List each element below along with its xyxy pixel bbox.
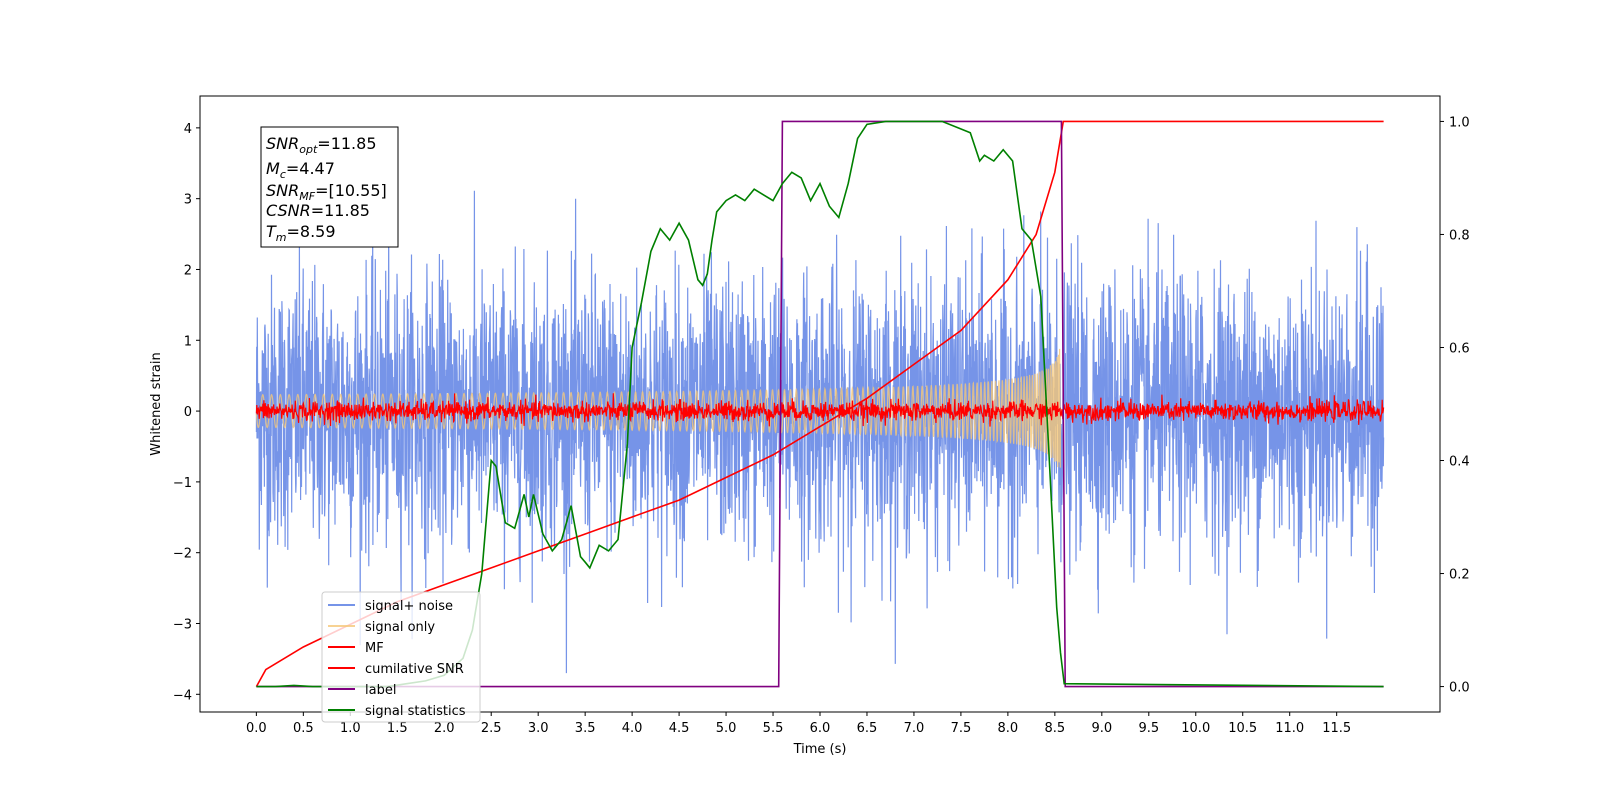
x-tick-label: 0.0 [246,721,267,736]
x-tick-label: 11.0 [1275,721,1304,736]
x-tick-label: 10.5 [1228,721,1257,736]
info-box-frame [260,126,399,248]
x-tick-label: 10.0 [1181,721,1210,736]
y2-tick-label: 0.0 [1449,681,1470,696]
x-tick-label: 1.0 [340,721,361,736]
x-tick-label: 4.0 [622,721,643,736]
legend-label: signal+ noise [365,599,453,614]
y2-tick-label: 1.0 [1449,115,1470,130]
x-tick-label: 9.5 [1138,721,1159,736]
y-tick-label: −3 [173,617,192,632]
y-tick-label: 0 [184,405,192,420]
x-tick-label: 2.5 [481,721,502,736]
x-tick-label: 3.5 [575,721,596,736]
ticks-layer: 0.0 0.5 1.0 1.5 2.0 2.5 3.0 3.5 4.0 4.5 5.0 5.5 6.0 6… [173,115,1470,736]
x-tick-label: 6.0 [810,721,831,736]
info-line-csnr: CSNR=11.85 [266,201,370,220]
x-tick-label: 3.0 [528,721,549,736]
info-box: SNRopt=11.85 Mc=4.47 SNRMF=[10.55] CSNR=… [260,126,399,248]
y-tick-label: −2 [173,547,192,562]
x-tick-label: 9.0 [1091,721,1112,736]
series-signal-only [255,348,1064,468]
info-line-snr-opt: SNRopt=11.85 [266,134,377,156]
y-tick-label: 2 [184,263,192,278]
y2-tick-label: 0.4 [1449,455,1470,470]
y2-tick-label: 0.6 [1449,341,1470,356]
info-line-snr-mf: SNRMF=[10.55] [266,181,387,203]
x-tick-label: 0.5 [293,721,314,736]
x-axis-label: Time (s) [793,742,847,757]
series-signal-noise [255,190,1385,674]
legend-label: signal statistics [365,704,466,719]
y-axis-label: Whitened strain [149,352,164,455]
x-tick-label: 2.0 [434,721,455,736]
x-tick-label: 8.0 [998,721,1019,736]
legend-label: signal only [365,620,435,635]
x-tick-label: 4.5 [669,721,690,736]
y-tick-label: 3 [184,193,192,208]
info-line-tm: Tm=8.59 [266,222,336,244]
series-mf [255,393,1385,427]
x-tick-label: 5.0 [716,721,737,736]
x-tick-label: 7.0 [904,721,925,736]
x-tick-label: 5.5 [763,721,784,736]
legend-label: MF [365,641,384,656]
x-tick-label: 11.5 [1322,721,1351,736]
x-tick-label: 1.5 [387,721,408,736]
legend: signal+ noise signal only MF cumilative SNR… [321,591,481,723]
y-tick-label: 1 [184,334,192,349]
legend-label: label [365,683,396,698]
y-tick-label: 4 [184,122,192,137]
info-line-mc: Mc=4.47 [266,159,335,181]
y-tick-label: −1 [173,476,192,491]
y2-tick-label: 0.2 [1449,568,1470,583]
x-tick-label: 7.5 [951,721,972,736]
x-tick-label: 8.5 [1045,721,1066,736]
y2-tick-label: 0.8 [1449,228,1470,243]
y-tick-label: −4 [173,688,192,703]
legend-frame [321,591,481,723]
x-tick-label: 6.5 [857,721,878,736]
legend-label: cumilative SNR [365,662,464,677]
